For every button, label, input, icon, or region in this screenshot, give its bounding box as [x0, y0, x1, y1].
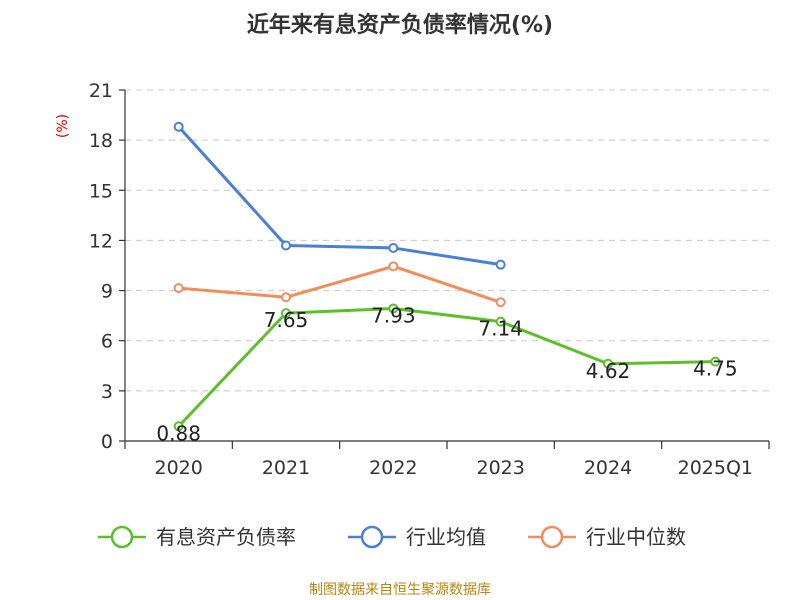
- legend-item-1[interactable]: 有息资产负债率: [98, 525, 296, 549]
- x-tick-label-2021: 2021: [262, 457, 310, 479]
- data-point-1-2022: [388, 303, 399, 314]
- series-line-2: [177, 125, 503, 267]
- x-tick-label-2023: 2023: [476, 457, 524, 479]
- legend-marker-1: [110, 525, 134, 549]
- data-point-1-2025Q1: [710, 356, 721, 367]
- data-point-2-2022: [388, 242, 399, 253]
- series-2: [173, 121, 506, 270]
- data-point-1-2020: [173, 421, 184, 432]
- chart-title: 近年来有息资产负债率情况(%): [247, 12, 553, 38]
- y-tick-label-0: 0: [101, 431, 113, 453]
- y-tick-label-6: 6: [101, 331, 113, 353]
- y-axis-unit-label: (%): [55, 114, 71, 138]
- y-tick-label-21: 21: [89, 80, 113, 102]
- series-line-3: [177, 264, 503, 304]
- legend-marker-2: [360, 525, 384, 549]
- legend-item-2[interactable]: 行业均值: [348, 525, 486, 549]
- x-tick-label-2020: 2020: [154, 457, 202, 479]
- legend-label-1: 有息资产负债率: [156, 525, 296, 549]
- data-point-1-2023: [495, 316, 506, 327]
- series-lines: [173, 121, 721, 432]
- y-tick-label-3: 3: [101, 381, 113, 403]
- x-tick-label-2025Q1: 2025Q1: [678, 457, 753, 479]
- data-point-2-2023: [495, 259, 506, 270]
- data-label-2020: 0.88: [156, 421, 201, 445]
- grid-lines: [125, 89, 769, 392]
- data-point-1-2024: [603, 358, 613, 369]
- data-label-2025Q1: 4.75: [693, 357, 738, 381]
- legend-label-3: 行业中位数: [586, 525, 686, 549]
- y-tick-label-12: 12: [89, 230, 113, 252]
- data-point-2-2020: [173, 121, 184, 132]
- x-tick-label-2024: 2024: [584, 457, 632, 479]
- y-tick-label-18: 18: [89, 130, 113, 152]
- legend-marker-3: [540, 525, 564, 549]
- data-labels: 0.88 7.65 7.93 7.14 4.62 4.75: [156, 303, 737, 445]
- legend-item-3[interactable]: 行业中位数: [528, 525, 686, 549]
- axes: 0 3 6 9 12 15 18 21 2020 2021 2022 2023 2024 2025Q1: [89, 80, 770, 479]
- data-point-3-2020: [173, 283, 184, 294]
- data-label-2023: 7.14: [478, 317, 523, 341]
- x-tick-label-2022: 2022: [369, 457, 417, 479]
- legend: 有息资产负债率 行业均值 行业中位数: [98, 525, 686, 549]
- series-3: [173, 261, 506, 308]
- legend-label-2: 行业均值: [406, 525, 486, 549]
- data-label-2022: 7.93: [371, 303, 416, 327]
- data-point-1-2021: [281, 308, 291, 319]
- series-1: [173, 303, 721, 432]
- series-line-1: [177, 306, 717, 428]
- data-label-2021: 7.65: [264, 308, 309, 332]
- data-point-3-2022: [388, 261, 399, 272]
- data-point-2-2021: [281, 240, 291, 251]
- y-tick-label-9: 9: [101, 281, 113, 303]
- y-tick-label-15: 15: [89, 180, 113, 202]
- data-source-note: 制图数据来自恒生聚源数据库: [309, 582, 491, 598]
- data-point-3-2023: [495, 297, 506, 308]
- data-point-3-2021: [281, 292, 291, 303]
- data-label-2024: 4.62: [586, 359, 631, 383]
